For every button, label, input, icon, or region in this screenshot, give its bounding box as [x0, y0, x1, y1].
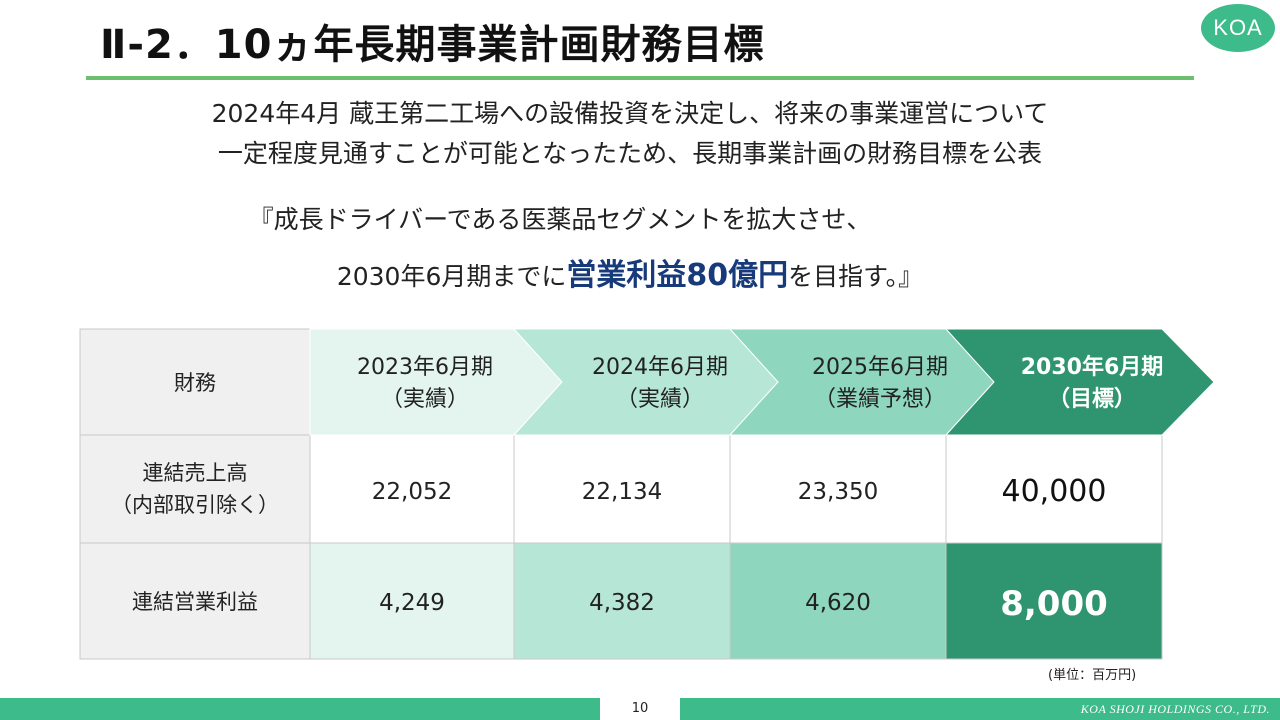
intro-line-1: 2024年4月 蔵王第二工場への設備投資を決定し、将来の事業運営について: [211, 99, 1049, 128]
quote-line-2-post: を目指す。』: [788, 262, 924, 291]
quote-line-2-pre: 2030年6月期までに: [336, 262, 567, 291]
row2-value-col4: 8,000: [1000, 584, 1108, 624]
intro-line-2: 一定程度見通すことが可能となったため、長期事業計画の財務目標を公表: [217, 139, 1043, 168]
label-cell-row-2: [79, 542, 311, 660]
col4-header-line2: （目標）: [1048, 387, 1136, 412]
row1-value-col2: 22,134: [582, 479, 662, 505]
title-underline: [86, 76, 1194, 80]
row1-value-col3: 23,350: [798, 479, 878, 505]
quote-line-2: 2030年6月期までに営業利益80億円を目指す。』: [0, 250, 1270, 294]
row1-value-col4: 40,000: [1002, 474, 1107, 509]
col2-header-line2: （実績）: [616, 387, 704, 412]
koa-logo: KOA: [1201, 4, 1275, 52]
header-arrow-4: [944, 328, 1215, 436]
col2-header-line1: 2024年6月期: [592, 355, 728, 380]
quote-line-1: 『成長ドライバーである医薬品セグメントを拡大させ、: [248, 205, 872, 234]
quote-highlight: 営業利益80億円: [566, 258, 789, 293]
row1-label-line2: （内部取引除く）: [111, 493, 279, 517]
col3-header-line1: 2025年6月期: [812, 355, 948, 380]
header-arrow-1: [309, 328, 563, 436]
label-cell-row-1: [79, 434, 311, 544]
footer-bar: 10 KOA SHOJI HOLDINGS CO., LTD.: [0, 698, 1280, 720]
value-cell-r1-c2: [513, 434, 731, 544]
page-number: 10: [600, 698, 680, 720]
row1-label-line1: 連結売上高: [143, 461, 248, 485]
unit-note: (単位：百万円): [1048, 668, 1137, 683]
page-title: Ⅱ-2．10ヵ年長期事業計画財務目標: [100, 22, 765, 68]
value-cell-r2-c1: [309, 542, 515, 660]
row1-value-col1: 22,052: [372, 479, 452, 505]
row2-value-col3: 4,620: [805, 590, 871, 616]
value-cell-r2-c4: [945, 542, 1163, 660]
company-name: KOA SHOJI HOLDINGS CO., LTD.: [1080, 702, 1270, 716]
value-cell-r1-c4: [945, 434, 1163, 544]
row2-label: 連結営業利益: [132, 590, 258, 614]
col3-header-line2: （業績予想）: [814, 387, 946, 412]
col4-header-line1: 2030年6月期: [1021, 354, 1164, 380]
col1-header-line1: 2023年6月期: [357, 355, 493, 380]
row2-value-col1: 4,249: [379, 590, 445, 616]
header-corner: 財務: [174, 371, 216, 395]
value-cell-r2-c3: [729, 542, 947, 660]
row2-value-col2: 4,382: [589, 590, 655, 616]
value-cell-r2-c2: [513, 542, 731, 660]
header-corner-cell: [79, 328, 311, 436]
value-cell-r1-c1: [309, 434, 515, 544]
value-cell-r1-c3: [729, 434, 947, 544]
col1-header-line2: （実績）: [381, 387, 469, 412]
